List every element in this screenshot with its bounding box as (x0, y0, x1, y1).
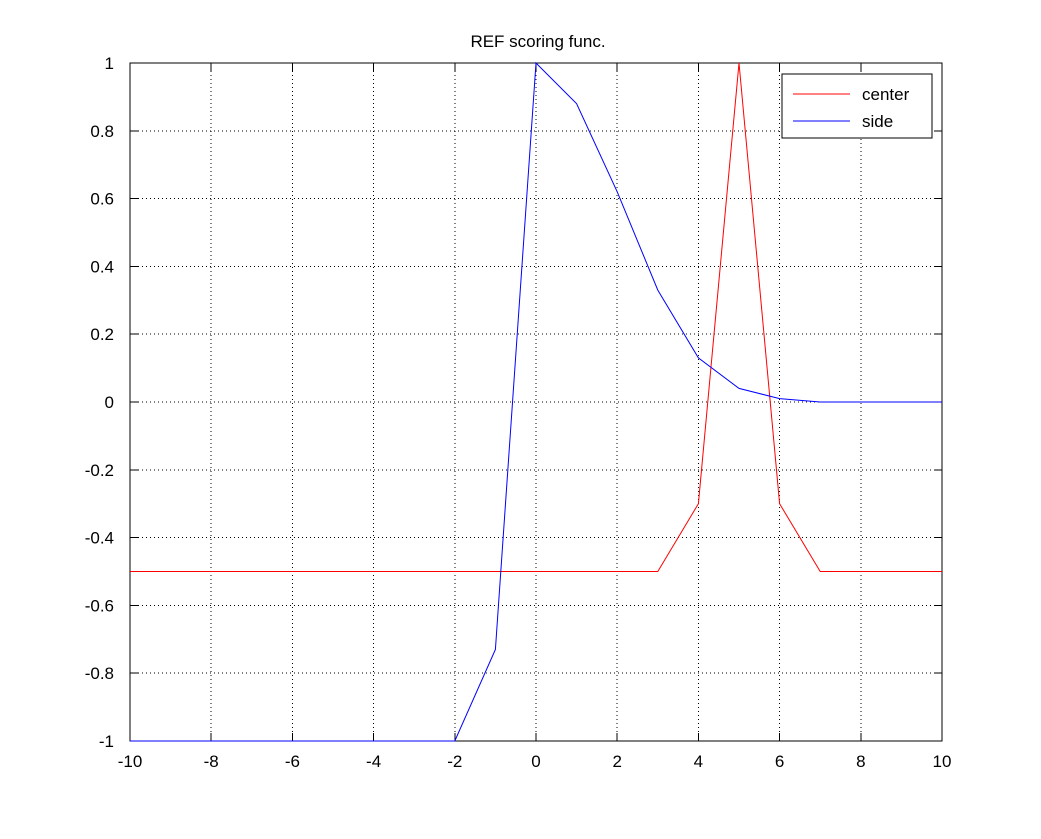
y-tick-label: -0.4 (85, 529, 114, 548)
x-tick-label: 0 (531, 752, 540, 771)
series-line-center (130, 62, 942, 572)
plot-area: -10 -8 -6 -4 -2 0 2 4 6 8 10 -1 -0.8 -0.6 -0.4 -0.2 0 0.2… (85, 54, 952, 771)
series-line-side (130, 61, 942, 742)
y-tick-label: 0.4 (90, 257, 114, 276)
y-tick-label: 1 (105, 54, 114, 73)
x-tick-label: 6 (775, 752, 784, 771)
y-tick-label: -1 (99, 732, 114, 751)
x-tick-label: -6 (285, 752, 300, 771)
legend-label-side: side (862, 112, 893, 131)
y-tick-label: -0.8 (85, 664, 114, 683)
y-tick-label: 0 (105, 393, 114, 412)
legend-box (781, 73, 933, 139)
x-tick-label: -4 (366, 752, 381, 771)
chart-title: REF scoring func. (470, 32, 605, 51)
y-tick-label: 0.2 (90, 325, 114, 344)
y-tick-label: 0.8 (90, 122, 114, 141)
x-tick-label: -10 (118, 752, 143, 771)
y-tick-label: -0.2 (85, 461, 114, 480)
x-tick-label: -8 (204, 752, 219, 771)
y-tick-label: 0.6 (90, 190, 114, 209)
x-tick-label: -2 (447, 752, 462, 771)
x-tick-label: 2 (612, 752, 621, 771)
y-tick-label: -0.6 (85, 596, 114, 615)
x-tick-label: 8 (856, 752, 865, 771)
x-tick-label: 4 (694, 752, 703, 771)
legend-label-center: center (862, 85, 910, 104)
x-tick-label: 10 (933, 752, 952, 771)
